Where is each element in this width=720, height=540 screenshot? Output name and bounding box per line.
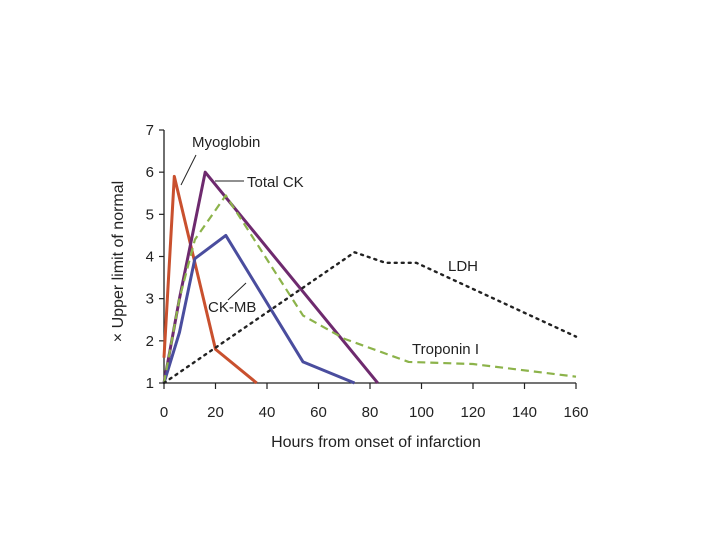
labels-group: Myoglobin Total CK CK-MB LDH Troponin I (180, 134, 479, 358)
y-tick-label: 6 (146, 164, 154, 181)
y-axis-title: × Upper limit of normal (110, 181, 127, 342)
series-line-troponin-i (162, 194, 577, 384)
series-line-ldh (162, 251, 578, 385)
x-tick-label: 20 (207, 404, 224, 421)
series-line-ck-mb (162, 233, 356, 385)
x-tick-label: 60 (310, 404, 327, 421)
series-label-total-ck: Total CK (247, 174, 304, 191)
y-tick-label: 1 (146, 375, 154, 392)
x-tick-label: 40 (259, 404, 276, 421)
x-tick-label: 160 (563, 404, 588, 421)
leader-line-ck-mb (227, 282, 247, 301)
x-tick-label: 120 (460, 404, 485, 421)
series-group (162, 170, 578, 385)
y-tick-label: 2 (146, 333, 154, 350)
series-label-troponin-i: Troponin I (412, 341, 479, 358)
y-tick-label: 3 (146, 291, 154, 308)
y-tick-label: 4 (146, 249, 154, 266)
x-tick-label: 80 (362, 404, 379, 421)
axes: 1 2 3 4 5 6 7 0 20 40 60 80 100 120 140 160 Hours from o… (110, 122, 589, 451)
y-tick-label: 5 (146, 206, 154, 223)
leader-line-myoglobin (180, 154, 197, 186)
y-tick-label: 7 (146, 122, 154, 139)
series-label-myoglobin: Myoglobin (192, 134, 260, 151)
x-axis-title: Hours from onset of infarction (271, 434, 481, 451)
x-tick-label: 140 (512, 404, 537, 421)
series-label-ldh: LDH (448, 258, 478, 275)
series-line-total-ck (162, 170, 379, 384)
series-label-ck-mb: CK-MB (208, 299, 256, 316)
x-tick-label: 0 (160, 404, 168, 421)
x-tick-label: 100 (409, 404, 434, 421)
